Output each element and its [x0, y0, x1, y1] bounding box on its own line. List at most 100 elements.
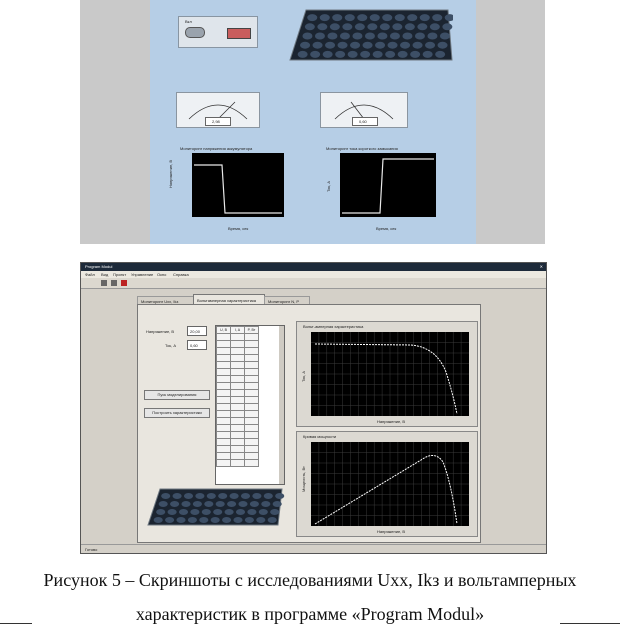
solar-cell	[304, 23, 315, 31]
solar-cell	[263, 492, 273, 500]
voltage-field[interactable]: 20,00	[187, 326, 207, 336]
table-scrollbar[interactable]	[279, 326, 284, 484]
window-title: Program Modul	[85, 264, 113, 269]
close-icon[interactable]: ✕	[539, 264, 543, 269]
table-cell	[230, 403, 245, 411]
menu-item-project[interactable]: Проект	[113, 272, 127, 277]
solar-cell	[407, 14, 418, 22]
status-text: Готово	[85, 547, 98, 552]
solar-cell	[319, 14, 330, 22]
plot2-ylabel: Мощность, Вт	[301, 466, 306, 492]
table-row	[216, 417, 259, 425]
table-cell	[244, 452, 259, 460]
menu-item-window[interactable]: Окно	[157, 272, 167, 277]
solar-cell	[439, 32, 450, 40]
table-cell	[230, 438, 245, 446]
solar-cell	[187, 516, 197, 524]
vac-plot	[311, 332, 469, 416]
solar-cell	[419, 14, 430, 22]
solar-cell	[244, 516, 254, 524]
solar-cell	[261, 500, 271, 508]
solar-cell	[429, 23, 440, 31]
table-cell	[216, 431, 231, 439]
solar-cell	[190, 508, 200, 516]
solar-cell	[325, 41, 336, 49]
solar-cell	[379, 23, 390, 31]
menu-item-view[interactable]: Вид	[101, 272, 109, 277]
run-continuous-icon[interactable]	[111, 280, 117, 286]
toolbar	[81, 278, 546, 289]
solar-cell	[210, 516, 220, 524]
solar-cell	[204, 500, 214, 508]
plot1-title: Вольт-амперная характеристика	[303, 324, 364, 329]
solar-cell	[249, 500, 259, 508]
plot2-xlabel: Напряжение, В	[377, 529, 406, 534]
table-cell	[230, 361, 245, 369]
solar-cell	[354, 23, 365, 31]
solar-cell	[224, 508, 234, 516]
solar-cell	[392, 23, 403, 31]
solar-cell	[327, 32, 338, 40]
solar-cell	[435, 50, 446, 58]
table-cell	[244, 396, 259, 404]
solar-cell	[307, 14, 318, 22]
current-meter: 0,60	[320, 92, 408, 128]
menu-item-control[interactable]: Управление	[131, 272, 154, 277]
solar-cell	[350, 41, 361, 49]
solar-cell	[300, 41, 311, 49]
solar-cell	[397, 50, 408, 58]
table-header: I, А	[230, 326, 245, 334]
table-cell	[244, 445, 259, 453]
toggle-switch[interactable]	[185, 27, 205, 38]
solar-cell	[322, 50, 333, 58]
solar-cell	[425, 41, 436, 49]
solar-cell	[362, 41, 373, 49]
solar-cell	[387, 41, 398, 49]
solar-cell	[161, 492, 171, 500]
left-plot-xlabel: Время, сек	[228, 226, 249, 231]
solar-cell	[178, 508, 189, 516]
solar-cell	[267, 516, 277, 524]
table-row	[216, 424, 259, 432]
caption-line-2: характеристик в программе «Program Modul…	[135, 604, 485, 624]
switch-box[interactable]: Вкл	[178, 16, 258, 48]
table-row	[216, 403, 259, 411]
solar-cell	[158, 500, 168, 508]
table-row	[216, 347, 259, 355]
results-table[interactable]: U, В I, А P, Вт	[215, 325, 285, 485]
run-arrow-icon[interactable]	[101, 280, 107, 286]
solar-cell	[275, 492, 285, 500]
menu-item-help[interactable]: Справка	[173, 272, 189, 277]
table-cell	[216, 368, 231, 376]
solar-cell	[339, 32, 350, 40]
solar-cell	[412, 41, 423, 49]
current-field[interactable]: 0,60	[187, 340, 207, 350]
solar-cell	[357, 14, 368, 22]
table-cell	[244, 340, 259, 348]
caption-line-1: Рисунок 5 – Скриншоты с исследованиями U…	[43, 570, 577, 590]
solar-cell	[312, 41, 323, 49]
table-row	[216, 452, 259, 460]
footnote-separator-right	[560, 623, 620, 624]
table-cell	[230, 410, 245, 418]
table-cell	[216, 375, 231, 383]
table-cell	[230, 445, 245, 453]
menu-item-file[interactable]: Файл	[85, 272, 95, 277]
left-plot-ylabel: Напряжение, В	[168, 159, 173, 188]
table-cell	[244, 347, 259, 355]
stop-icon[interactable]	[121, 280, 127, 286]
field2-label: Ток, А	[165, 343, 176, 348]
current-meter-readout: 0,60	[359, 119, 367, 124]
solar-cell	[176, 516, 186, 524]
start-simulation-button[interactable]: Пуск моделирования	[144, 390, 210, 400]
solar-cell	[215, 500, 225, 508]
solar-cell	[375, 41, 386, 49]
solar-cell	[389, 32, 400, 40]
title-bar: Program Modul ✕	[81, 263, 546, 271]
table-row	[216, 445, 259, 453]
build-characteristics-button[interactable]: Построить характеристики	[144, 408, 210, 418]
table-row	[216, 438, 259, 446]
table-row	[216, 368, 259, 376]
table-cell	[244, 417, 259, 425]
power-plot-frame: Кривая мощности Мощность, Вт Напряжение,…	[296, 431, 478, 537]
